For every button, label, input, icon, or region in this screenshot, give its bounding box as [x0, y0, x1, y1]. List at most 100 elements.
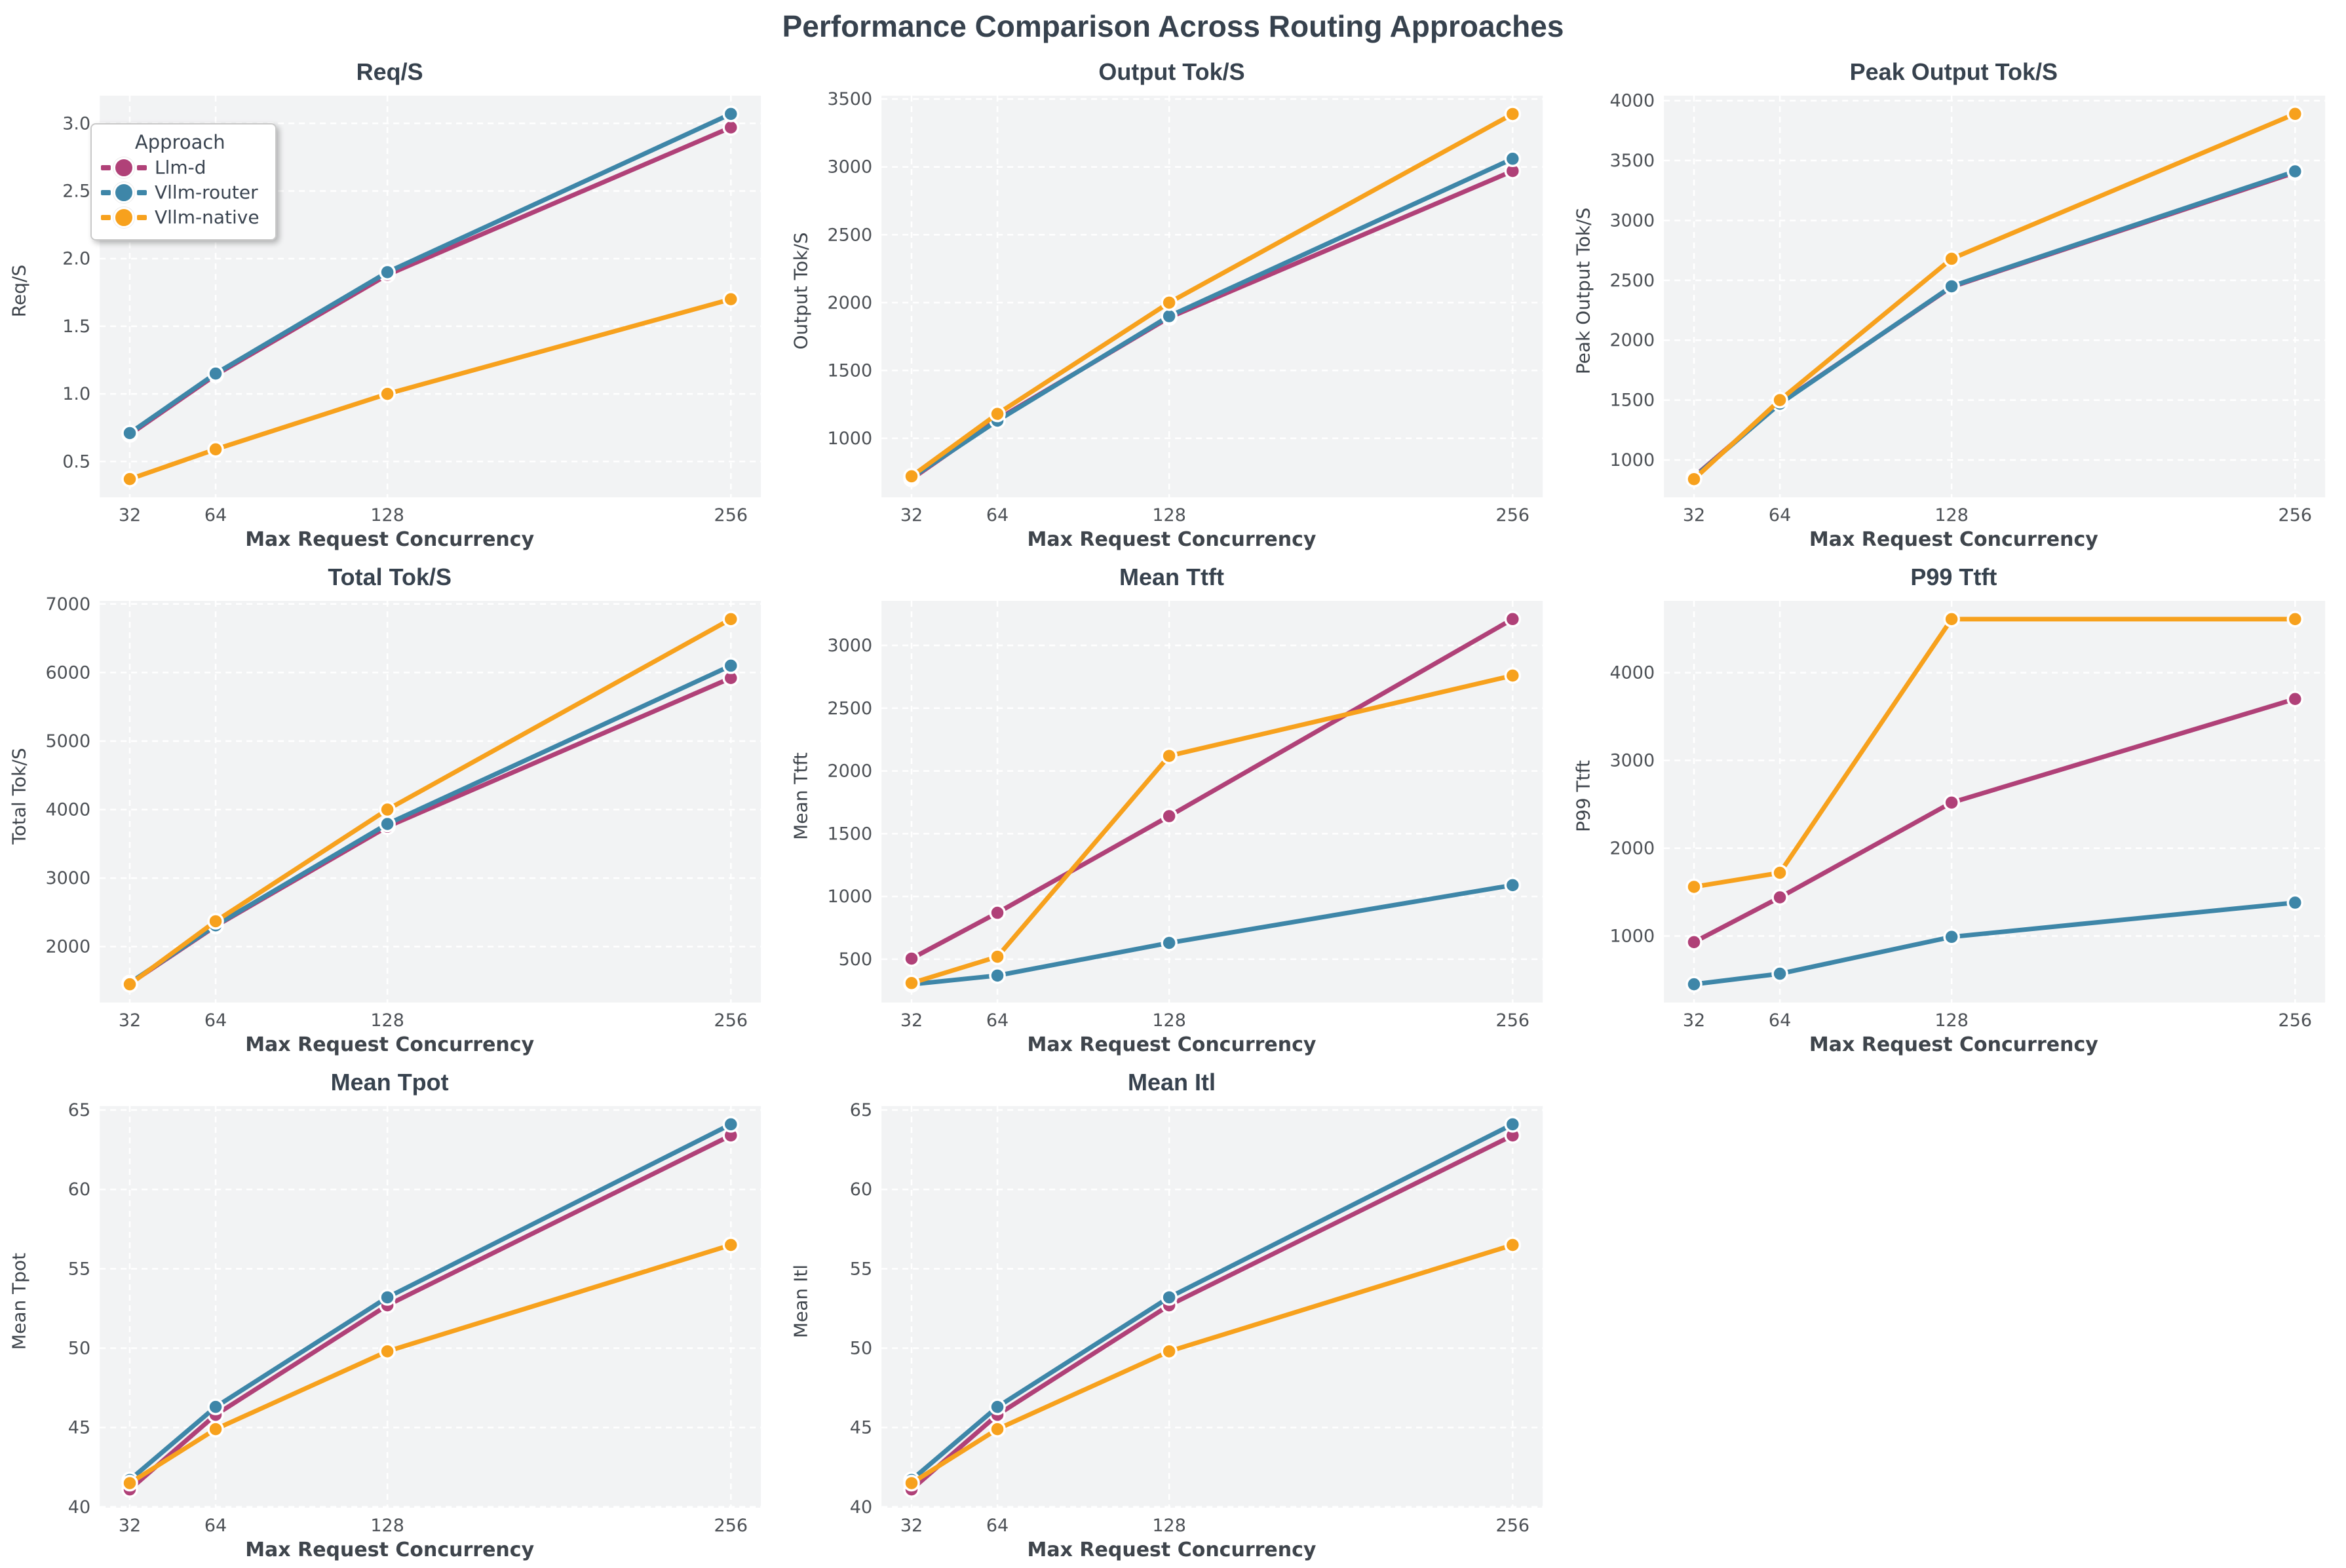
plot-area: 32 64 128 256 40 45 50 55 60 65: [68, 1100, 761, 1536]
svg-text:32: 32: [900, 1010, 923, 1031]
svg-text:500: 500: [839, 949, 873, 970]
svg-text:64: 64: [1769, 505, 1791, 526]
legend-item: Llm-d: [101, 156, 260, 179]
svg-text:256: 256: [714, 505, 748, 526]
subplot-grid: Req/S Req/S 32 64 128 256 0.5 1.0 1.5 2.0 2.5 3.0…: [0, 52, 2346, 1568]
svg-text:256: 256: [1496, 1516, 1530, 1536]
svg-text:32: 32: [119, 1516, 141, 1536]
subplot-mean-tpot: Mean Tpot Mean Tpot 32 64 128 256 40 45 50 55 60…: [0, 1063, 782, 1568]
svg-text:3000: 3000: [828, 636, 873, 656]
svg-text:256: 256: [714, 1516, 748, 1536]
x-axis-label: Max Request Concurrency: [1809, 528, 2098, 551]
legend-item: Vllm-router: [101, 181, 260, 204]
svg-text:64: 64: [986, 505, 1009, 526]
svg-text:32: 32: [1683, 505, 1705, 526]
svg-text:128: 128: [1934, 1010, 1969, 1031]
legend-marker-icon: [101, 156, 147, 179]
x-axis-label: Max Request Concurrency: [245, 1539, 535, 1561]
svg-text:2.0: 2.0: [62, 249, 90, 269]
svg-text:256: 256: [1496, 505, 1530, 526]
legend-title: Approach: [134, 131, 225, 153]
svg-text:65: 65: [850, 1100, 872, 1120]
svg-text:2000: 2000: [828, 293, 873, 313]
svg-text:32: 32: [900, 1516, 923, 1536]
svg-text:55: 55: [850, 1259, 872, 1279]
legend: Approach Llm-d Vllm-router Vllm-native: [90, 123, 277, 240]
x-axis-label: Max Request Concurrency: [1027, 1539, 1317, 1561]
svg-text:32: 32: [1683, 1010, 1705, 1031]
svg-text:4000: 4000: [1609, 663, 1655, 683]
svg-text:7000: 7000: [45, 594, 90, 615]
x-axis-label: Max Request Concurrency: [1027, 528, 1317, 551]
svg-text:3.0: 3.0: [62, 113, 90, 134]
legend-marker-icon: [101, 181, 147, 204]
x-axis-label: Max Request Concurrency: [245, 528, 535, 551]
subplot-p99-ttft: P99 Ttft P99 Ttft 32 64 128 256 1000 2000 3000…: [1564, 558, 2346, 1063]
plot-area: 32 64 128 256 500 1000 1500 2000 2500 3000: [828, 601, 1543, 1031]
x-axis-label: Max Request Concurrency: [1027, 1033, 1317, 1056]
svg-text:128: 128: [1153, 1010, 1187, 1031]
svg-text:1000: 1000: [1609, 926, 1655, 946]
svg-text:128: 128: [370, 1516, 404, 1536]
legend-item-label: Vllm-native: [155, 206, 260, 228]
svg-text:256: 256: [714, 1010, 748, 1031]
x-axis-label: Max Request Concurrency: [1809, 1033, 2098, 1056]
subplot-title: P99 Ttft: [1910, 564, 1997, 590]
svg-text:1000: 1000: [1609, 450, 1655, 470]
y-axis-label: Output Tok/S: [790, 232, 812, 350]
svg-text:45: 45: [68, 1418, 90, 1438]
empty-cell: [1564, 1063, 2346, 1568]
y-axis-label: Mean Tpot: [8, 1252, 30, 1350]
plot-area: 32 64 128 256 40 45 50 55 60 65: [850, 1100, 1543, 1536]
svg-text:64: 64: [986, 1516, 1009, 1536]
svg-text:60: 60: [850, 1179, 872, 1200]
svg-text:6000: 6000: [45, 662, 90, 683]
y-axis-label: Mean Ttft: [790, 752, 812, 840]
svg-text:2.5: 2.5: [62, 182, 90, 202]
svg-text:1500: 1500: [828, 824, 873, 844]
subplot-peak-output-tok-s: Peak Output Tok/S Peak Output Tok/S 32 64…: [1564, 52, 2346, 558]
svg-text:3000: 3000: [828, 157, 873, 178]
subplot-total-tok-s: Total Tok/S Total Tok/S 32 64 128 256 2000 30…: [0, 558, 782, 1063]
legend-marker-icon: [101, 206, 147, 229]
svg-text:64: 64: [1769, 1010, 1791, 1031]
svg-text:5000: 5000: [45, 731, 90, 752]
subplot-title: Mean Ttft: [1119, 564, 1224, 590]
svg-text:3000: 3000: [1609, 751, 1655, 771]
svg-text:1.0: 1.0: [62, 384, 90, 404]
svg-text:60: 60: [68, 1179, 90, 1200]
svg-text:3500: 3500: [828, 89, 873, 109]
y-axis-label: Peak Output Tok/S: [1572, 207, 1594, 374]
figure-title: Performance Comparison Across Routing Ap…: [782, 9, 1564, 43]
svg-text:2500: 2500: [828, 225, 873, 245]
svg-text:128: 128: [1934, 505, 1969, 526]
svg-text:1500: 1500: [1609, 391, 1655, 411]
svg-text:0.5: 0.5: [62, 451, 90, 472]
svg-text:64: 64: [204, 1010, 227, 1031]
svg-text:256: 256: [2278, 1010, 2312, 1031]
svg-text:128: 128: [370, 505, 404, 526]
svg-text:32: 32: [119, 1010, 141, 1031]
svg-text:64: 64: [204, 505, 227, 526]
x-axis-label: Max Request Concurrency: [245, 1033, 535, 1056]
svg-text:128: 128: [1153, 1516, 1187, 1536]
svg-text:128: 128: [1153, 505, 1187, 526]
subplot-title: Total Tok/S: [328, 564, 452, 590]
svg-text:1000: 1000: [828, 429, 873, 449]
plot-area: 32 64 128 256 1000 1500 2000 2500 3000 3500 4000: [1609, 91, 2325, 526]
subplot-req-s: Req/S Req/S 32 64 128 256 0.5 1.0 1.5 2.0 2.5 3.0…: [0, 52, 782, 558]
svg-text:2500: 2500: [828, 698, 873, 719]
subplot-title: Peak Output Tok/S: [1849, 58, 2058, 85]
svg-text:2000: 2000: [1609, 330, 1655, 351]
subplot-mean-itl: Mean Itl Mean Itl 32 64 128 256 40 45 50 55 60 65…: [782, 1063, 1564, 1568]
legend-item: Vllm-native: [101, 206, 260, 229]
legend-item-label: Llm-d: [155, 157, 206, 178]
svg-text:256: 256: [1496, 1010, 1530, 1031]
svg-text:3000: 3000: [1609, 210, 1655, 231]
svg-text:2000: 2000: [828, 761, 873, 782]
svg-text:65: 65: [68, 1100, 90, 1120]
subplot-title: Mean Itl: [1127, 1069, 1216, 1096]
svg-text:4000: 4000: [45, 800, 90, 820]
plot-area: 32 64 128 256 1000 1500 2000 2500 3000 3500: [828, 89, 1543, 526]
plot-area: 32 64 128 256 0.5 1.0 1.5 2.0 2.5 3.0: [62, 96, 761, 526]
